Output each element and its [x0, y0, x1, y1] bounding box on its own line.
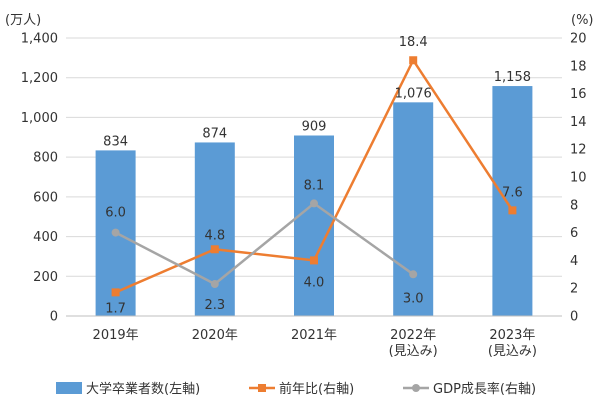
legend: 大学卒業者数(左軸) 前年比(右軸) GDP成長率(右軸)	[56, 381, 536, 397]
left-axis-tick-label: 0	[50, 310, 58, 325]
right-axis-tick-label: 10	[570, 171, 587, 186]
left-axis-unit-label: (万人)	[5, 13, 41, 28]
line-value-label: 4.8	[204, 228, 225, 243]
right-axis-tick-label: 4	[570, 254, 578, 269]
right-axis-tick-label: 8	[570, 198, 578, 213]
right-axis-tick-label: 14	[570, 115, 587, 130]
bar-value-label: 1,158	[494, 70, 531, 85]
x-axis: 2019年 2020年 2021年 2022年(見込み)2023年(見込み)	[66, 315, 562, 359]
line-value-label: 3.0	[403, 291, 424, 306]
legend-label: 大学卒業者数(左軸)	[86, 381, 200, 397]
line-point-marker	[508, 206, 517, 215]
x-axis-tick-label: 2022年	[390, 328, 436, 343]
left-axis-tick-label: 200	[33, 270, 58, 285]
line-point-marker	[111, 288, 120, 297]
line-point-marker	[210, 245, 219, 254]
x-axis-tick-label: 2021年	[291, 328, 337, 343]
right-axis-tick-label: 20	[570, 32, 587, 47]
x-axis-tick-label: 2023年	[489, 328, 535, 343]
line-point-marker	[111, 228, 120, 237]
line-value-label: 6.0	[105, 206, 126, 221]
right-axis-tick-label: 18	[570, 59, 587, 74]
bar-value-label: 834	[103, 134, 128, 149]
legend-marker	[412, 384, 420, 392]
legend-label: 前年比(右軸)	[279, 381, 354, 397]
line-value-label: 7.6	[502, 185, 523, 200]
legend-swatch	[56, 382, 82, 394]
line-point-marker	[310, 256, 318, 265]
line-value-label: 4.0	[304, 275, 325, 290]
bar	[393, 102, 434, 316]
bar-value-label: 909	[302, 119, 327, 134]
left-axis-tick-label: 800	[33, 151, 58, 166]
series-line	[115, 201, 414, 286]
left-axis-tick-label: 1,000	[21, 111, 58, 126]
line-value-label: 1.7	[105, 301, 126, 316]
right-axis-tick-label: 0	[570, 310, 578, 325]
x-axis-tick-label: (見込み)	[389, 344, 438, 359]
bar-value-label: 874	[202, 126, 227, 141]
line-value-label: 2.3	[204, 298, 225, 313]
left-axis-tick-label: 1,400	[21, 32, 58, 47]
right-axis-tick-label: 2	[570, 282, 578, 297]
line-point-marker	[409, 56, 418, 65]
data-labels: 834 874 909 1,076 1,158 1.7 4.8 4.0 18.4 7.6 6.0 2.…	[103, 35, 531, 316]
right-axis-tick-label: 16	[570, 87, 587, 102]
left-axis-tick-label: 1,200	[21, 71, 58, 86]
line-point-marker	[409, 270, 418, 279]
right-axis-tick-label: 6	[570, 226, 578, 241]
bar	[492, 86, 533, 316]
right-axis-unit-label: (%)	[571, 13, 594, 28]
line-point-marker	[310, 199, 318, 208]
bar	[294, 135, 334, 316]
line-point-marker	[210, 280, 219, 289]
bar-value-label: 1,076	[395, 86, 432, 101]
left-axis-tick-label: 400	[33, 230, 58, 245]
line-value-label: 8.1	[304, 178, 325, 193]
line-value-label: 18.4	[399, 35, 428, 50]
line-series	[111, 56, 517, 297]
right-axis: (%) 0 2 4 6 8 10 12 14 16 18 20	[570, 13, 594, 325]
right-axis-tick-label: 12	[570, 143, 587, 158]
bar-series	[95, 86, 533, 316]
x-axis-tick-label: (見込み)	[488, 344, 537, 359]
left-axis-tick-label: 600	[33, 190, 58, 205]
x-axis-tick-label: 2019年	[93, 328, 139, 343]
left-axis: (万人) 0 200 400 600 800 1,000 1,200 1,400	[5, 13, 58, 325]
x-axis-tick-label: 2020年	[192, 328, 238, 343]
legend-marker	[258, 384, 266, 392]
legend-label: GDP成長率(右軸)	[433, 381, 536, 397]
